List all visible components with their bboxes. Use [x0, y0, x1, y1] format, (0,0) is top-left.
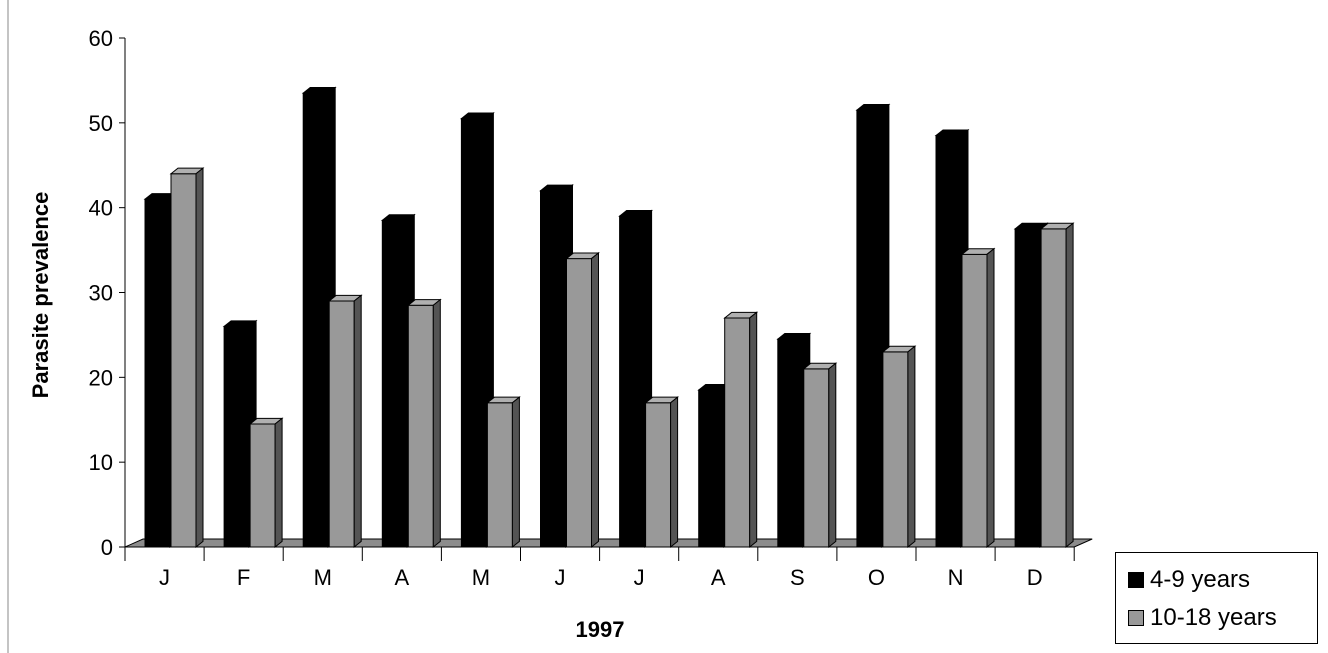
bar-series-2: [960, 247, 996, 549]
x-tick-label: A: [711, 565, 726, 590]
bar-front: [302, 92, 329, 548]
bar-series-2: [248, 417, 284, 549]
y-tick-label: 30: [89, 281, 113, 306]
bar-front: [698, 389, 725, 548]
bar-front: [566, 258, 592, 548]
bar-front: [1014, 228, 1041, 548]
bar-series-2: [1039, 222, 1075, 549]
bar-front: [882, 351, 909, 548]
legend-label-series-2: 10-18 years: [1150, 604, 1277, 631]
bar-front: [249, 423, 276, 548]
legend: 4-9 years 10-18 years: [1115, 552, 1318, 644]
bar-front: [170, 173, 197, 548]
bar-side: [670, 396, 679, 549]
bar-front: [381, 219, 408, 548]
bar-front: [407, 304, 434, 548]
bar-front: [645, 402, 672, 548]
bar-front: [619, 215, 646, 548]
bar-front: [777, 338, 804, 548]
x-tick-label: O: [868, 565, 885, 590]
x-tick-label: J: [159, 565, 170, 590]
bar-front: [724, 317, 751, 548]
x-axis-title: 1997: [576, 617, 625, 642]
legend-item-series-1: 4-9 years: [1128, 566, 1250, 594]
bar-side: [828, 362, 837, 549]
x-tick-label: M: [314, 565, 332, 590]
legend-item-series-2: 10-18 years: [1128, 604, 1277, 632]
bar-front: [460, 118, 487, 548]
x-tick-label: J: [634, 565, 645, 590]
bars: [143, 86, 1075, 549]
bar-front: [223, 325, 250, 548]
bar-side: [511, 396, 520, 549]
x-tick-label: D: [1027, 565, 1043, 590]
bar-series-2: [802, 362, 838, 549]
x-tick-label: J: [555, 565, 566, 590]
bar-series-2: [565, 251, 600, 549]
legend-swatch-series-2: [1128, 610, 1144, 626]
y-tick-label: 40: [89, 196, 113, 221]
bar-series-2: [406, 298, 442, 549]
bar-front: [803, 368, 830, 548]
bar-side: [1065, 222, 1074, 549]
bar-side: [353, 294, 362, 549]
bar-front: [935, 135, 962, 548]
bar-front: [1040, 228, 1067, 548]
legend-label-series-1: 4-9 years: [1150, 566, 1251, 593]
x-tick-label: S: [790, 565, 805, 590]
bar-side: [591, 251, 599, 549]
bar-front: [486, 402, 513, 548]
bar-side: [986, 247, 995, 549]
bar-front: [144, 198, 171, 548]
bar-side: [907, 345, 916, 549]
x-tick-label: M: [472, 565, 490, 590]
bar-front: [961, 253, 988, 548]
bar-front: [540, 190, 566, 548]
y-axis-ticks: 0 10 20 30 40 50 60: [89, 26, 125, 560]
bar-side: [195, 167, 204, 549]
bar-side: [432, 298, 441, 549]
bar-series-2: [644, 396, 680, 549]
bar-side: [274, 417, 283, 549]
bar-series-2: [485, 396, 521, 549]
y-tick-label: 10: [89, 450, 113, 475]
bar-front: [328, 300, 355, 548]
bar-series-1: [934, 128, 970, 549]
bar-series-2: [723, 311, 759, 549]
bar-series-2: [881, 345, 917, 549]
y-axis-title: Parasite prevalence: [28, 192, 53, 399]
bar-side: [749, 311, 758, 549]
y-tick-label: 60: [89, 26, 113, 51]
x-tick-label: F: [237, 565, 250, 590]
y-tick-label: 50: [89, 111, 113, 136]
x-tick-label: A: [395, 565, 410, 590]
bar-series-2: [327, 294, 363, 549]
x-tick-label: N: [948, 565, 964, 590]
y-tick-label: 0: [101, 535, 113, 560]
bar-series-2: [169, 167, 205, 549]
bar-front: [856, 109, 883, 548]
y-tick-label: 20: [89, 365, 113, 390]
legend-swatch-series-1: [1128, 572, 1144, 588]
